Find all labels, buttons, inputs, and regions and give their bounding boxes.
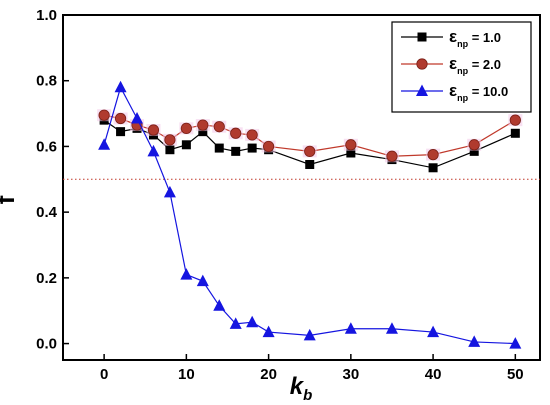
data-point	[344, 322, 357, 334]
y-tick-label: 0.2	[36, 270, 57, 287]
data-point	[428, 163, 438, 173]
x-tick-label: 30	[343, 366, 360, 383]
data-point	[468, 335, 481, 347]
legend-label: εnp = 10.0	[449, 81, 508, 103]
data-point	[303, 328, 316, 341]
legend-subscript: np	[457, 39, 468, 49]
data-point	[163, 185, 176, 198]
legend-epsilon: ε	[449, 81, 457, 100]
data-point	[263, 140, 275, 153]
data-point	[180, 268, 193, 280]
y-tick-label: 1.0	[36, 7, 57, 24]
series-layer	[97, 80, 523, 349]
data-point	[231, 146, 241, 156]
data-point	[164, 134, 176, 146]
legend-marker	[416, 58, 428, 70]
data-point	[114, 80, 127, 93]
data-point	[427, 149, 439, 161]
plot-frame	[62, 14, 541, 361]
data-point	[510, 128, 520, 138]
series-2	[98, 80, 522, 349]
legend-subscript: np	[457, 66, 468, 76]
x-tick-label: 10	[178, 366, 195, 383]
legend-label: εnp = 1.0	[449, 27, 501, 49]
data-point	[386, 150, 398, 162]
data-point	[98, 138, 111, 150]
legend-value: = 10.0	[468, 84, 508, 99]
data-point	[98, 109, 110, 121]
x-axis-title-sub: b	[303, 387, 312, 404]
data-point	[147, 144, 160, 157]
y-tick-label: 0.0	[36, 336, 57, 353]
series-1	[97, 109, 523, 163]
data-point	[197, 119, 209, 131]
x-tick-label: 0	[100, 366, 108, 383]
data-point	[181, 140, 191, 150]
data-point	[180, 122, 192, 134]
data-point	[345, 139, 357, 151]
data-point	[346, 148, 356, 158]
data-point	[509, 114, 521, 126]
y-tick-label: 0.6	[36, 138, 57, 155]
legend-subscript: np	[457, 93, 468, 103]
legend-value: = 2.0	[468, 57, 501, 72]
x-tick-label: 20	[260, 366, 277, 383]
data-point	[230, 127, 242, 139]
x-tick-label: 50	[507, 366, 524, 383]
data-point	[147, 124, 160, 136]
y-tick-label: 0.8	[36, 73, 57, 90]
data-point	[246, 129, 258, 141]
legend-label: εnp = 2.0	[449, 54, 501, 76]
x-axis-title-main: k	[290, 373, 305, 400]
data-point	[229, 317, 242, 329]
data-point	[198, 127, 208, 137]
y-tick-label: 0.4	[36, 204, 58, 221]
legend-value: = 1.0	[468, 30, 501, 45]
x-tick-label: 40	[425, 366, 442, 383]
data-point	[262, 325, 275, 338]
data-point	[214, 143, 224, 153]
data-point	[116, 127, 126, 137]
series-0	[99, 115, 520, 173]
data-point	[196, 274, 209, 287]
legend-marker	[417, 32, 427, 42]
data-point	[469, 146, 479, 156]
data-point	[213, 299, 226, 311]
legend-epsilon: ε	[449, 54, 457, 73]
data-point	[304, 145, 316, 157]
data-point	[165, 145, 175, 155]
data-point	[247, 143, 257, 153]
legend-marker	[416, 84, 428, 96]
legend-epsilon: ε	[449, 27, 457, 46]
data-point	[131, 112, 144, 124]
x-axis-title: kb	[290, 373, 313, 404]
data-point	[305, 160, 315, 169]
data-point	[468, 139, 480, 151]
data-point	[385, 322, 398, 334]
series-line	[103, 85, 516, 345]
data-point	[246, 315, 259, 328]
data-point	[213, 121, 225, 133]
axis-ticks: 0 10 20 30 40 50 0.0 0.2 0.4 0.6 0.8 1.0	[36, 7, 524, 383]
y-axis-title: f	[0, 195, 20, 204]
data-point	[427, 325, 440, 338]
data-point	[114, 112, 127, 125]
data-point	[509, 337, 522, 349]
